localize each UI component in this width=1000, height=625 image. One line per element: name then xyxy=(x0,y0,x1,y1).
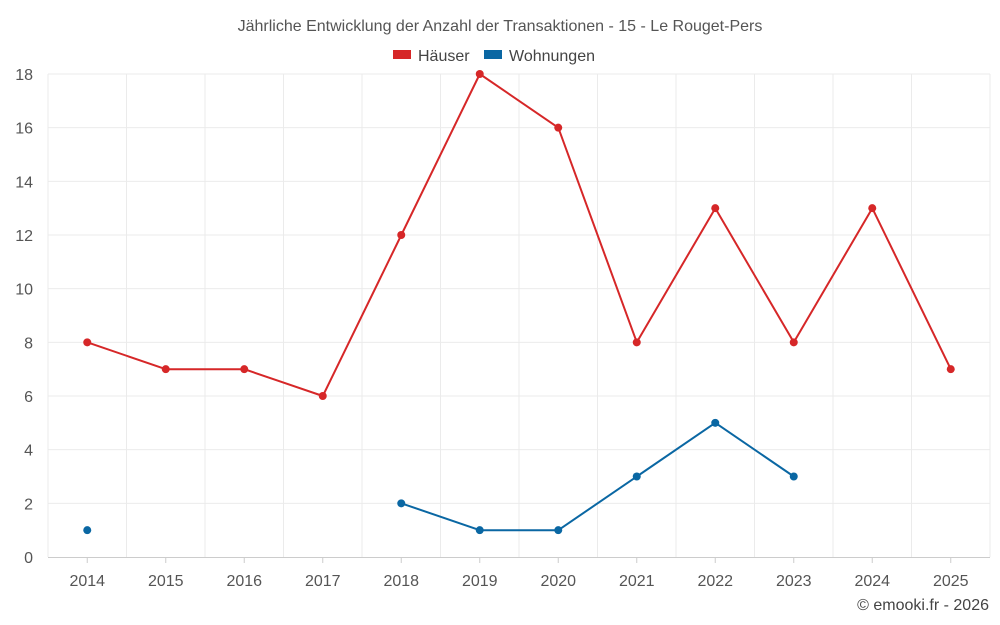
legend-label-haeuser: Häuser xyxy=(418,48,470,65)
data-point-wohnungen-2022 xyxy=(711,418,720,427)
data-point-haeuser-2018 xyxy=(397,231,406,239)
x-tick-label-2021: 2021 xyxy=(619,573,655,590)
data-point-haeuser-2016 xyxy=(240,365,249,374)
x-tick-label-2024: 2024 xyxy=(854,573,890,590)
y-tick-label-8: 8 xyxy=(24,335,33,352)
data-point-haeuser-2014 xyxy=(83,338,92,347)
data-point-haeuser-2022 xyxy=(711,204,720,213)
data-point-wohnungen-2018 xyxy=(397,499,406,508)
y-axis: 0 2 4 6 8 10 12 14 16 18 xyxy=(15,67,33,567)
y-tick-label-12: 12 xyxy=(15,228,33,245)
series-line-haeuser-0 xyxy=(86,73,952,397)
grid xyxy=(47,73,991,557)
data-point-haeuser-2019 xyxy=(475,70,484,78)
x-tick-label-2017: 2017 xyxy=(305,573,341,590)
data-point-haeuser-2020 xyxy=(554,123,563,132)
y-tick-label-10: 10 xyxy=(15,282,33,299)
series-wohnungen xyxy=(83,418,798,535)
x-tick-label-2015: 2015 xyxy=(148,573,184,590)
data-point-wohnungen-2014 xyxy=(83,526,92,535)
legend-item-haeuser[interactable]: Häuser xyxy=(393,48,470,65)
data-point-wohnungen-2023 xyxy=(789,472,798,481)
legend-swatch-wohnungen xyxy=(484,50,502,59)
legend-swatch-haeuser xyxy=(393,50,411,59)
x-tick-label-2016: 2016 xyxy=(226,573,262,590)
x-tick-label-2014: 2014 xyxy=(69,573,105,590)
chart-title: Jährliche Entwicklung der Anzahl der Tra… xyxy=(238,18,763,35)
y-tick-label-16: 16 xyxy=(15,121,33,138)
legend: Häuser Wohnungen xyxy=(393,48,595,65)
data-point-haeuser-2021 xyxy=(632,338,641,347)
credit-text: © emooki.fr - 2026 xyxy=(857,597,989,614)
x-tick-label-2025: 2025 xyxy=(933,573,969,590)
y-tick-label-18: 18 xyxy=(15,67,33,84)
y-tick-label-2: 2 xyxy=(24,496,33,513)
series-layer xyxy=(83,70,955,535)
legend-label-wohnungen: Wohnungen xyxy=(509,48,595,65)
data-point-haeuser-2015 xyxy=(161,365,170,374)
y-tick-label-4: 4 xyxy=(24,443,33,460)
data-point-haeuser-2023 xyxy=(789,338,798,347)
data-point-wohnungen-2019 xyxy=(475,526,484,535)
x-tick-label-2023: 2023 xyxy=(776,573,812,590)
data-point-haeuser-2025 xyxy=(946,365,955,374)
x-axis: 2014 2015 2016 2017 2018 2019 2020 2021 2022 2023… xyxy=(48,557,990,590)
series-line-wohnungen-1 xyxy=(400,421,795,532)
x-tick-label-2020: 2020 xyxy=(540,573,576,590)
legend-item-wohnungen[interactable]: Wohnungen xyxy=(484,48,595,65)
y-tick-label-14: 14 xyxy=(15,174,33,191)
series-haeuser xyxy=(83,70,955,400)
x-tick-label-2018: 2018 xyxy=(383,573,419,590)
data-point-haeuser-2024 xyxy=(868,204,877,213)
y-tick-label-0: 0 xyxy=(24,550,33,567)
x-tick-label-2022: 2022 xyxy=(697,573,733,590)
data-point-wohnungen-2021 xyxy=(632,472,641,481)
y-tick-label-6: 6 xyxy=(24,389,33,406)
data-point-haeuser-2017 xyxy=(318,392,327,400)
x-tick-label-2019: 2019 xyxy=(462,573,498,590)
data-point-wohnungen-2020 xyxy=(554,526,563,535)
